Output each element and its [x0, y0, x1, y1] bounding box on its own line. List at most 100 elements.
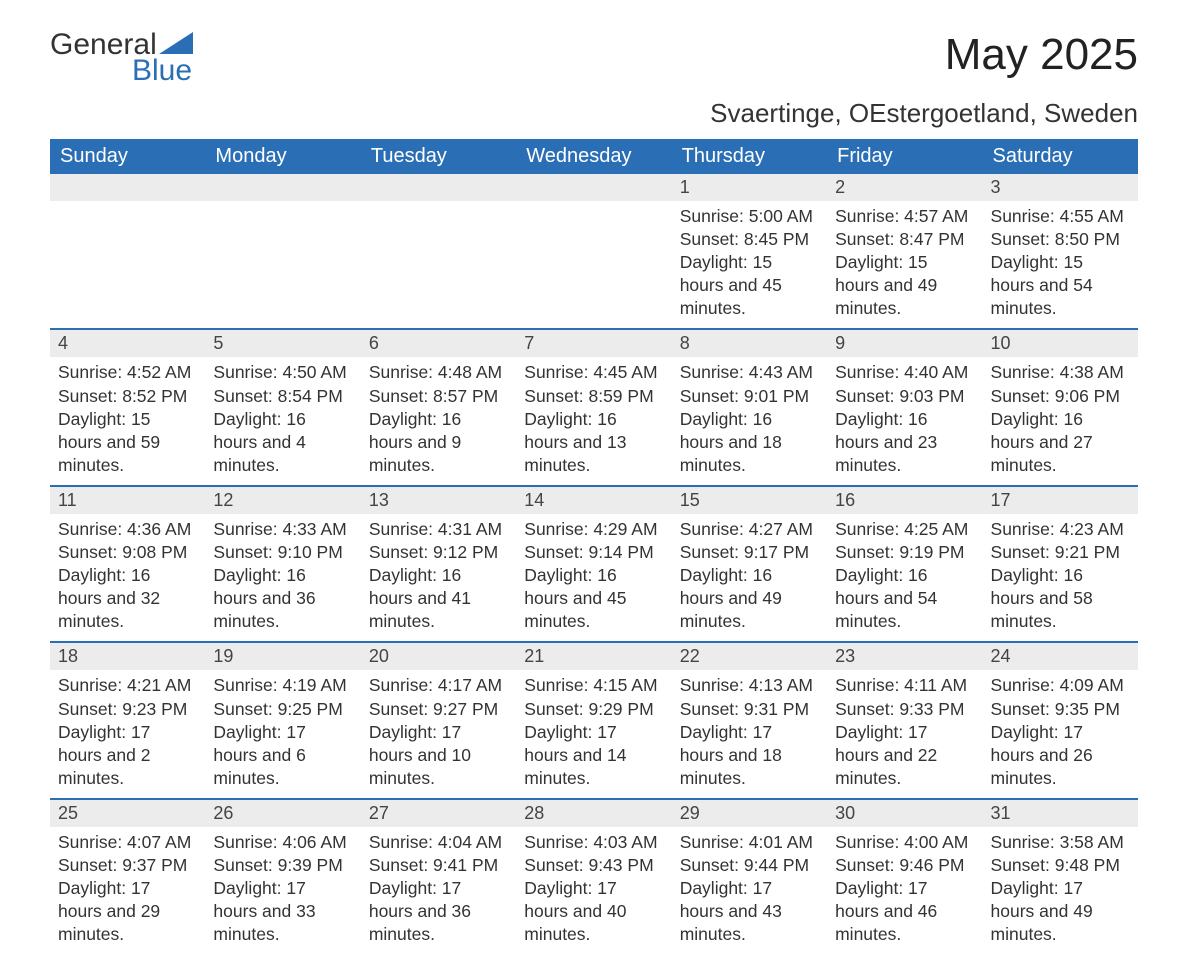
sunrise-line: Sunrise: 4:06 AM — [213, 831, 352, 854]
sunset-line: Sunset: 9:27 PM — [369, 698, 508, 721]
day-details: Sunrise: 4:55 AMSunset: 8:50 PMDaylight:… — [983, 201, 1138, 328]
day-header: Monday — [205, 139, 360, 174]
sunrise-line: Sunrise: 4:01 AM — [680, 831, 819, 854]
day-number: 14 — [516, 485, 671, 514]
sunrise-line: Sunrise: 4:04 AM — [369, 831, 508, 854]
day-details: Sunrise: 4:31 AMSunset: 9:12 PMDaylight:… — [361, 514, 516, 641]
day-details: Sunrise: 4:27 AMSunset: 9:17 PMDaylight:… — [672, 514, 827, 641]
calendar-week: 4Sunrise: 4:52 AMSunset: 8:52 PMDaylight… — [50, 328, 1138, 484]
sunrise-line: Sunrise: 4:09 AM — [991, 674, 1130, 697]
day-number: 22 — [672, 641, 827, 670]
title-block: May 2025 Svaertinge, OEstergoetland, Swe… — [710, 30, 1138, 135]
day-details: Sunrise: 4:23 AMSunset: 9:21 PMDaylight:… — [983, 514, 1138, 641]
day-details: Sunrise: 4:29 AMSunset: 9:14 PMDaylight:… — [516, 514, 671, 641]
day-details: Sunrise: 4:11 AMSunset: 9:33 PMDaylight:… — [827, 670, 982, 797]
day-details: Sunrise: 4:48 AMSunset: 8:57 PMDaylight:… — [361, 357, 516, 484]
calendar-cell: 24Sunrise: 4:09 AMSunset: 9:35 PMDayligh… — [983, 641, 1138, 797]
calendar-cell: 25Sunrise: 4:07 AMSunset: 9:37 PMDayligh… — [50, 798, 205, 954]
sunrise-line: Sunrise: 4:36 AM — [58, 518, 197, 541]
calendar-header-row: SundayMondayTuesdayWednesdayThursdayFrid… — [50, 139, 1138, 174]
sunrise-line: Sunrise: 4:03 AM — [524, 831, 663, 854]
sunset-line: Sunset: 9:23 PM — [58, 698, 197, 721]
sunset-line: Sunset: 8:50 PM — [991, 228, 1130, 251]
day-number: 8 — [672, 328, 827, 357]
sunrise-line: Sunrise: 4:48 AM — [369, 361, 508, 384]
day-number: 6 — [361, 328, 516, 357]
sunrise-line: Sunrise: 4:17 AM — [369, 674, 508, 697]
day-details: Sunrise: 4:00 AMSunset: 9:46 PMDaylight:… — [827, 827, 982, 954]
calendar-cell — [516, 174, 671, 328]
calendar-cell: 23Sunrise: 4:11 AMSunset: 9:33 PMDayligh… — [827, 641, 982, 797]
month-title: May 2025 — [710, 30, 1138, 80]
sunset-line: Sunset: 9:46 PM — [835, 854, 974, 877]
day-details: Sunrise: 4:04 AMSunset: 9:41 PMDaylight:… — [361, 827, 516, 954]
sunrise-line: Sunrise: 4:13 AM — [680, 674, 819, 697]
daylight-line: Daylight: 16 hours and 49 minutes. — [680, 564, 819, 633]
day-details: Sunrise: 4:19 AMSunset: 9:25 PMDaylight:… — [205, 670, 360, 797]
sunset-line: Sunset: 8:54 PM — [213, 385, 352, 408]
daylight-line: Daylight: 16 hours and 54 minutes. — [835, 564, 974, 633]
daylight-line: Daylight: 15 hours and 54 minutes. — [991, 251, 1130, 320]
day-number: 13 — [361, 485, 516, 514]
day-header: Wednesday — [516, 139, 671, 174]
daylight-line: Daylight: 17 hours and 29 minutes. — [58, 877, 197, 946]
calendar-cell: 14Sunrise: 4:29 AMSunset: 9:14 PMDayligh… — [516, 485, 671, 641]
day-number: 16 — [827, 485, 982, 514]
day-details: Sunrise: 4:50 AMSunset: 8:54 PMDaylight:… — [205, 357, 360, 484]
calendar-cell: 9Sunrise: 4:40 AMSunset: 9:03 PMDaylight… — [827, 328, 982, 484]
daylight-line: Daylight: 16 hours and 13 minutes. — [524, 408, 663, 477]
calendar-cell: 6Sunrise: 4:48 AMSunset: 8:57 PMDaylight… — [361, 328, 516, 484]
calendar-cell: 16Sunrise: 4:25 AMSunset: 9:19 PMDayligh… — [827, 485, 982, 641]
sunset-line: Sunset: 9:41 PM — [369, 854, 508, 877]
day-number: 30 — [827, 798, 982, 827]
sunset-line: Sunset: 9:14 PM — [524, 541, 663, 564]
sunset-line: Sunset: 9:31 PM — [680, 698, 819, 721]
calendar-cell: 29Sunrise: 4:01 AMSunset: 9:44 PMDayligh… — [672, 798, 827, 954]
daylight-line: Daylight: 17 hours and 43 minutes. — [680, 877, 819, 946]
calendar-cell: 3Sunrise: 4:55 AMSunset: 8:50 PMDaylight… — [983, 174, 1138, 328]
day-details: Sunrise: 4:38 AMSunset: 9:06 PMDaylight:… — [983, 357, 1138, 484]
daylight-line: Daylight: 16 hours and 58 minutes. — [991, 564, 1130, 633]
sunrise-line: Sunrise: 4:52 AM — [58, 361, 197, 384]
calendar-cell: 2Sunrise: 4:57 AMSunset: 8:47 PMDaylight… — [827, 174, 982, 328]
sunrise-line: Sunrise: 4:57 AM — [835, 205, 974, 228]
sunset-line: Sunset: 8:52 PM — [58, 385, 197, 408]
daylight-line: Daylight: 16 hours and 9 minutes. — [369, 408, 508, 477]
daylight-line: Daylight: 16 hours and 4 minutes. — [213, 408, 352, 477]
calendar-week: 11Sunrise: 4:36 AMSunset: 9:08 PMDayligh… — [50, 485, 1138, 641]
sunrise-line: Sunrise: 4:38 AM — [991, 361, 1130, 384]
day-header: Saturday — [983, 139, 1138, 174]
day-details: Sunrise: 5:00 AMSunset: 8:45 PMDaylight:… — [672, 201, 827, 328]
day-details: Sunrise: 4:06 AMSunset: 9:39 PMDaylight:… — [205, 827, 360, 954]
sunset-line: Sunset: 9:37 PM — [58, 854, 197, 877]
day-number-empty — [205, 174, 360, 201]
daylight-line: Daylight: 15 hours and 45 minutes. — [680, 251, 819, 320]
day-details: Sunrise: 4:43 AMSunset: 9:01 PMDaylight:… — [672, 357, 827, 484]
day-number: 29 — [672, 798, 827, 827]
day-details: Sunrise: 4:09 AMSunset: 9:35 PMDaylight:… — [983, 670, 1138, 797]
daylight-line: Daylight: 17 hours and 18 minutes. — [680, 721, 819, 790]
daylight-line: Daylight: 17 hours and 22 minutes. — [835, 721, 974, 790]
day-details: Sunrise: 4:17 AMSunset: 9:27 PMDaylight:… — [361, 670, 516, 797]
daylight-line: Daylight: 16 hours and 45 minutes. — [524, 564, 663, 633]
day-number: 18 — [50, 641, 205, 670]
calendar-cell: 18Sunrise: 4:21 AMSunset: 9:23 PMDayligh… — [50, 641, 205, 797]
sunset-line: Sunset: 9:08 PM — [58, 541, 197, 564]
daylight-line: Daylight: 16 hours and 36 minutes. — [213, 564, 352, 633]
daylight-line: Daylight: 16 hours and 23 minutes. — [835, 408, 974, 477]
daylight-line: Daylight: 17 hours and 33 minutes. — [213, 877, 352, 946]
day-details: Sunrise: 4:45 AMSunset: 8:59 PMDaylight:… — [516, 357, 671, 484]
calendar-cell: 10Sunrise: 4:38 AMSunset: 9:06 PMDayligh… — [983, 328, 1138, 484]
day-details: Sunrise: 4:21 AMSunset: 9:23 PMDaylight:… — [50, 670, 205, 797]
calendar-cell — [205, 174, 360, 328]
day-number: 31 — [983, 798, 1138, 827]
sunset-line: Sunset: 8:45 PM — [680, 228, 819, 251]
day-number: 26 — [205, 798, 360, 827]
day-number: 20 — [361, 641, 516, 670]
day-number: 27 — [361, 798, 516, 827]
calendar-week: 25Sunrise: 4:07 AMSunset: 9:37 PMDayligh… — [50, 798, 1138, 954]
day-details: Sunrise: 4:13 AMSunset: 9:31 PMDaylight:… — [672, 670, 827, 797]
sunrise-line: Sunrise: 4:21 AM — [58, 674, 197, 697]
sunrise-line: Sunrise: 4:33 AM — [213, 518, 352, 541]
day-details: Sunrise: 4:01 AMSunset: 9:44 PMDaylight:… — [672, 827, 827, 954]
